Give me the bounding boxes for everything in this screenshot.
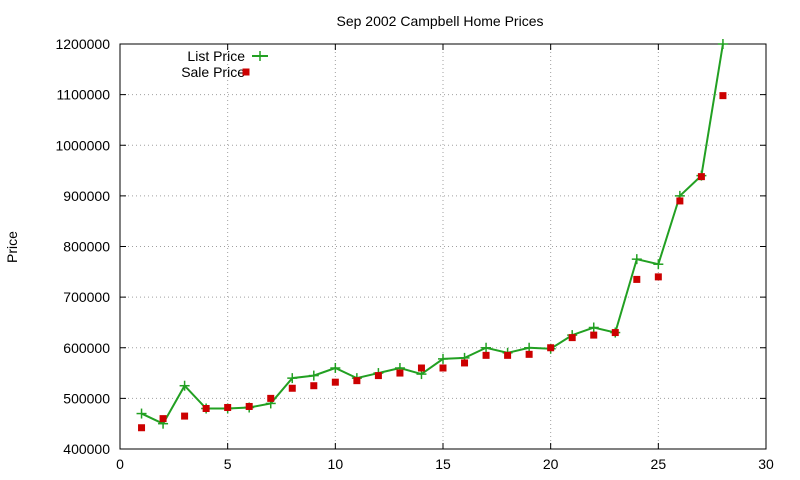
x-tick-label: 0 — [116, 456, 124, 472]
y-tick-label: 500000 — [63, 390, 110, 406]
list-price-point — [588, 322, 599, 333]
sale-price-point — [224, 403, 232, 411]
sale-price-point — [568, 334, 576, 342]
y-tick-label: 1200000 — [55, 36, 110, 52]
list-price-point — [308, 370, 319, 381]
sale-price-point — [439, 364, 447, 372]
series-layer — [136, 39, 728, 432]
x-tick-label: 15 — [435, 456, 451, 472]
y-tick-label: 600000 — [63, 340, 110, 356]
sale-price-point — [331, 378, 339, 386]
y-tick-label: 400000 — [63, 441, 110, 457]
list-price-point — [330, 363, 341, 373]
y-axis-label: Price — [4, 231, 20, 263]
sale-price-point — [611, 329, 619, 337]
sale-price-point — [482, 351, 490, 359]
sale-price-point — [181, 412, 189, 420]
grid-lines — [120, 44, 766, 449]
sale-price-point — [461, 359, 469, 367]
sale-price-point — [310, 382, 318, 390]
y-tick-label: 900000 — [63, 188, 110, 204]
sale-price-point — [525, 350, 533, 358]
y-tick-label: 1100000 — [57, 87, 111, 103]
sale-price-point — [633, 275, 641, 283]
axes: 0 5 10 15 20 25 30 400000 500000 600000 700000 8000… — [55, 36, 774, 472]
x-tick-label: 5 — [224, 456, 232, 472]
x-tick-label: 25 — [651, 456, 667, 472]
sale-price-point — [396, 369, 404, 377]
x-tick-label: 20 — [543, 456, 559, 472]
list-price-point — [287, 373, 298, 384]
sale-price-point — [697, 173, 705, 181]
list-price-point — [481, 342, 492, 353]
sale-price-point — [353, 377, 361, 385]
legend-label: Sale Price — [181, 64, 245, 80]
sale-price-point — [267, 394, 275, 402]
list-price-point — [653, 259, 664, 270]
sale-price-point — [547, 344, 555, 352]
sale-price-point — [202, 405, 210, 412]
y-tick-label: 800000 — [63, 239, 110, 255]
sale-price-point — [374, 372, 382, 380]
list-price-line — [141, 43, 724, 425]
sale-price-point — [159, 415, 167, 423]
y-tick-label: 1000000 — [55, 137, 110, 153]
chart-title: Sep 2002 Campbell Home Prices — [337, 13, 544, 29]
sale-price-point — [504, 351, 512, 359]
sale-price-point — [719, 92, 727, 100]
legend-label: List Price — [187, 48, 245, 64]
list-price-point — [136, 408, 147, 419]
x-tick-label: 30 — [758, 456, 774, 472]
x-tick-label: 10 — [328, 456, 344, 472]
sale-price-point — [590, 331, 598, 339]
sale-price-point — [417, 364, 425, 372]
sale-price-point — [245, 402, 253, 410]
sale-price-point — [138, 424, 146, 432]
y-tick-label: 700000 — [63, 289, 110, 305]
list-price-point — [717, 39, 728, 49]
sale-price-point — [676, 197, 684, 205]
legend-swatch-square — [242, 68, 250, 76]
sale-price-point — [654, 273, 662, 281]
list-price-point — [438, 353, 448, 364]
list-price-point — [179, 380, 190, 391]
sale-price-point — [288, 384, 296, 392]
legend-swatch-plus — [255, 51, 265, 61]
list-price-point — [631, 254, 642, 265]
